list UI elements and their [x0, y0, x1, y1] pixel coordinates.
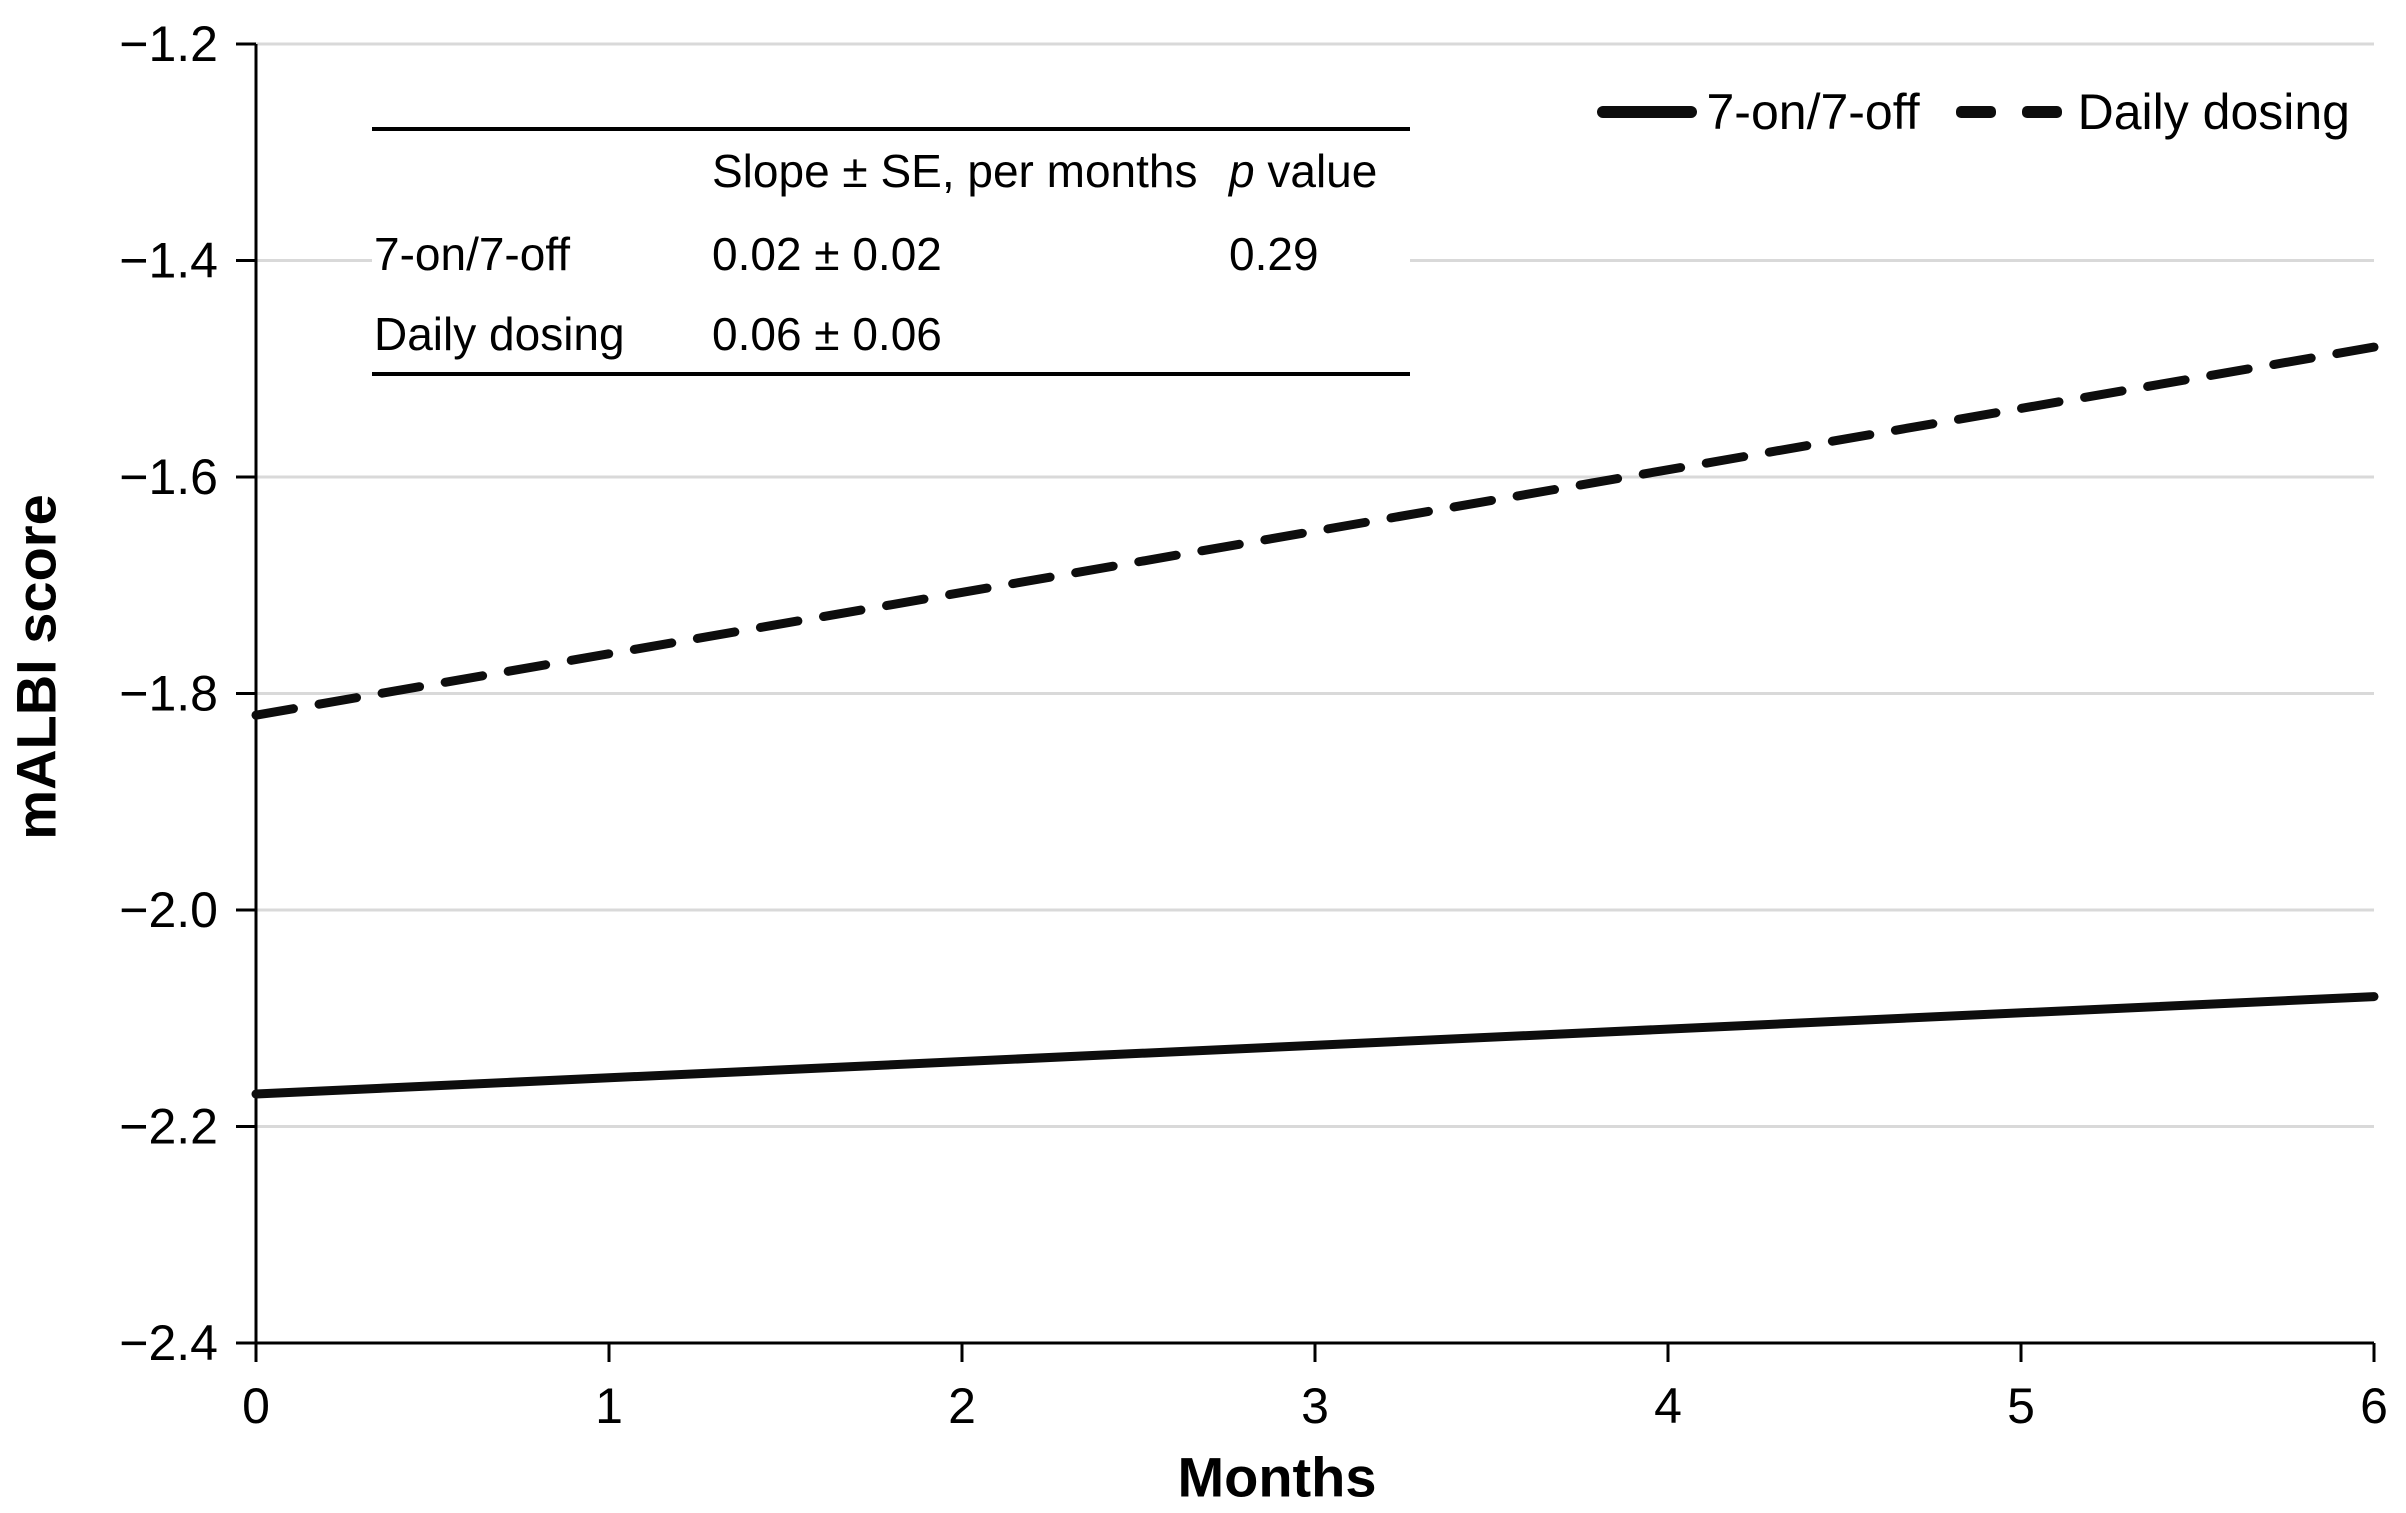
- legend-solid-line-icon: [1596, 106, 1697, 118]
- y-tick-label: −2.2: [119, 1099, 218, 1155]
- legend-dashed-line-icon: [1955, 106, 2062, 118]
- series-line-dashed: [251, 342, 2379, 720]
- table-header-pvalue: p value: [1227, 146, 1410, 196]
- legend-dash-segment: [2021, 106, 2062, 118]
- legend: 7-on/7-off Daily dosing: [1596, 84, 2350, 140]
- inset-stats-table: Slope ± SE, per months p value 7-on/7-of…: [372, 127, 1410, 376]
- table-header-p-rest: value: [1254, 145, 1378, 197]
- y-tick-label: −2.0: [119, 882, 218, 938]
- y-tick-label: −1.4: [119, 233, 218, 289]
- x-tick-label: 6: [2360, 1378, 2388, 1434]
- x-axis-title: Months: [1177, 1445, 1377, 1509]
- legend-dash-segment: [1955, 106, 1996, 118]
- table-row-label: Daily dosing: [374, 308, 625, 360]
- x-tick-label: 5: [2007, 1378, 2035, 1434]
- x-tick-label: 3: [1301, 1378, 1329, 1434]
- table-row-slope: 0.02 ± 0.02: [712, 227, 942, 280]
- x-tick-label: 4: [1654, 1378, 1682, 1434]
- table-row-pvalue: 0.29: [1229, 227, 1319, 280]
- x-tick-label: 2: [948, 1378, 976, 1434]
- table-row-slope: 0.06 ± 0.06: [712, 308, 942, 360]
- table-row-label: 7-on/7-off: [374, 227, 571, 280]
- series-line-solid: [251, 992, 2379, 1099]
- y-tick-label: −2.4: [119, 1315, 218, 1371]
- y-tick-label: −1.6: [119, 449, 218, 505]
- table-header-p-italic: p: [1229, 145, 1255, 197]
- y-tick-label: −1.8: [119, 666, 218, 722]
- legend-label-daily-dosing: Daily dosing: [2077, 84, 2350, 140]
- y-tick-label: −1.2: [119, 16, 218, 72]
- y-axis-title: mALBI score: [4, 494, 68, 840]
- legend-label-7on7off: 7-on/7-off: [1706, 84, 1920, 140]
- x-tick-label: 0: [242, 1378, 270, 1434]
- x-tick-label: 1: [595, 1378, 623, 1434]
- table-header-slope: Slope ± SE, per months: [712, 145, 1198, 197]
